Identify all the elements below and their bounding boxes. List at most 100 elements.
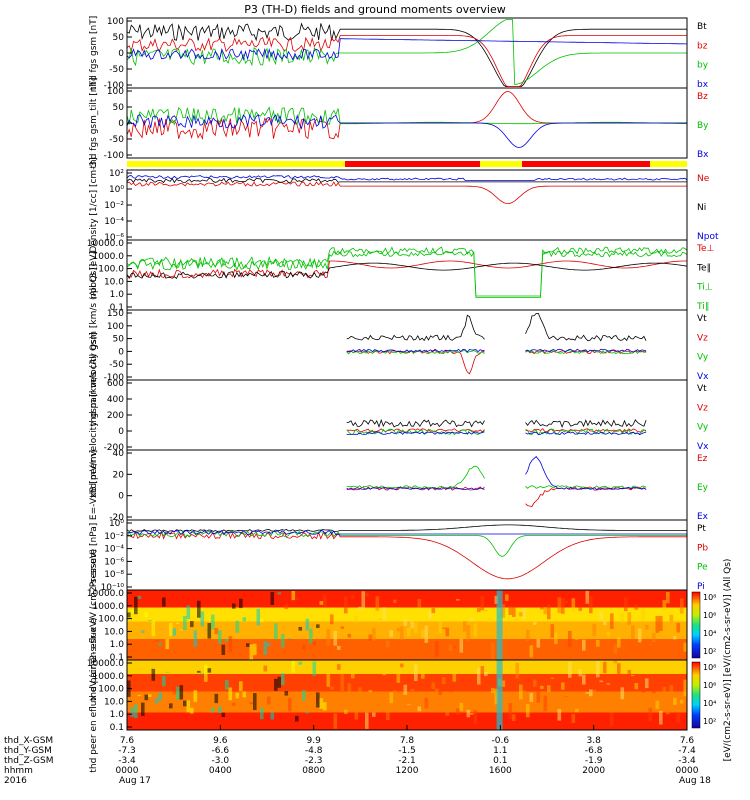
series-line-Pb bbox=[126, 530, 687, 580]
spectrogram-cell bbox=[137, 595, 142, 599]
spectrogram-cell bbox=[508, 703, 513, 719]
colorbar-unit-label: [eV/(cm2-s-sr-eV)] [eV/(cm2-s-sr-eV)] (A… bbox=[723, 559, 733, 762]
y-tick-label: 1000.0 bbox=[93, 602, 125, 612]
spectrogram-cell bbox=[620, 613, 625, 624]
spectrogram-cell bbox=[484, 671, 488, 677]
x-row-value: 3.8 bbox=[587, 736, 602, 746]
spectrogram-cell bbox=[410, 621, 415, 629]
y-tick-label: 1000.0 bbox=[93, 672, 125, 682]
spectrogram-cell bbox=[477, 608, 481, 612]
legend-entry: Pe bbox=[697, 563, 708, 573]
legend-entry: Vx bbox=[697, 372, 709, 382]
spectrogram-cell bbox=[655, 616, 660, 633]
spectrogram-cell bbox=[648, 707, 653, 722]
spectrogram-cell bbox=[214, 693, 219, 704]
spectrogram-cell bbox=[673, 636, 677, 640]
y-tick-label: -100 bbox=[104, 81, 125, 91]
spectrogram-cell bbox=[207, 623, 212, 639]
spectrogram-cell bbox=[536, 688, 541, 703]
legend-entry: Vt bbox=[697, 314, 707, 324]
spectrogram-cell bbox=[568, 661, 572, 678]
y-tick-label: -100 bbox=[104, 373, 125, 383]
spectrogram-cell bbox=[564, 696, 569, 697]
spectrogram-cell bbox=[228, 687, 233, 701]
legend-entry: bz bbox=[697, 41, 708, 51]
spectrogram-cell bbox=[302, 689, 306, 701]
spectrogram-cell bbox=[344, 709, 348, 714]
spectrogram-cell bbox=[239, 598, 243, 609]
spectrogram-cell bbox=[508, 605, 513, 615]
spectrogram-cell bbox=[431, 682, 436, 690]
x-row-value: 7.8 bbox=[400, 736, 415, 746]
spectrogram-cell bbox=[435, 688, 439, 702]
y-tick-label: 10⁻⁴ bbox=[104, 545, 124, 555]
spectrogram-cell bbox=[666, 707, 670, 715]
y-tick-label: 10⁻¹⁰ bbox=[101, 583, 125, 593]
series-line-Ni bbox=[126, 177, 687, 184]
spectrogram-cell bbox=[389, 630, 394, 638]
spectrogram-cell bbox=[365, 592, 369, 597]
spectrogram-cell bbox=[263, 665, 268, 672]
spectrogram-cell bbox=[347, 683, 352, 693]
spectrogram-cell bbox=[459, 638, 464, 653]
y-tick-label: 10⁻² bbox=[104, 201, 124, 211]
orbit-bar-segment bbox=[522, 161, 650, 167]
spectrogram-cell bbox=[246, 690, 250, 692]
legend-entry: Bx bbox=[697, 150, 709, 160]
spectrogram-cell bbox=[137, 694, 142, 696]
date-end: Aug 18 bbox=[679, 776, 711, 786]
spectrogram-cell bbox=[284, 690, 289, 696]
colorbar-tick-label: 10⁸ bbox=[703, 663, 716, 672]
spectrogram-cell bbox=[428, 610, 432, 619]
spectrogram-cell bbox=[179, 685, 184, 700]
spectrogram-cell bbox=[526, 704, 530, 718]
legend-entry: Vz bbox=[697, 403, 708, 413]
series-line-bz bbox=[126, 35, 687, 87]
y-tick-label: 10.0 bbox=[104, 627, 124, 637]
spectrogram-cell bbox=[676, 622, 681, 633]
spectrogram-cell bbox=[631, 625, 635, 639]
orbit-bar-segment bbox=[650, 161, 687, 167]
spectrogram-cell bbox=[589, 689, 593, 697]
orbit-bar-segment bbox=[345, 161, 480, 167]
series-line-Ne bbox=[126, 181, 687, 205]
spectrogram-cell bbox=[578, 669, 583, 677]
spectrogram-cell bbox=[235, 620, 240, 633]
spectrogram-cell bbox=[669, 684, 674, 694]
x-row-value: 1600 bbox=[489, 766, 512, 776]
spectrogram-cell bbox=[400, 663, 404, 668]
y-tick-label: -50 bbox=[109, 65, 124, 75]
spectrogram-cell bbox=[169, 622, 173, 636]
spectrogram-cell bbox=[319, 601, 324, 605]
colorbar-tick-label: 10⁶ bbox=[703, 681, 716, 690]
y-tick-label: 20 bbox=[113, 470, 125, 480]
y-tick-label: 10⁻⁶ bbox=[104, 233, 124, 243]
spectrogram-cell bbox=[603, 620, 607, 626]
spectrogram-cell bbox=[256, 608, 261, 626]
y-tick-label: 0 bbox=[118, 119, 124, 129]
spectrogram-cell bbox=[368, 690, 373, 693]
spectrogram-cell bbox=[330, 686, 334, 690]
panel-10: 10⁸ 10⁶ 10⁴ 10² 10000.0 1000.0 100.0 10.0 1.0 0.1… bbox=[87, 617, 717, 772]
x-row-value: -2.3 bbox=[305, 756, 323, 766]
legend-entry: Pb bbox=[697, 543, 708, 553]
spectrogram-cell bbox=[200, 611, 205, 627]
spectrogram-cell bbox=[414, 622, 418, 633]
spectrogram-cell bbox=[669, 614, 674, 622]
series-line-Te∥ bbox=[126, 262, 688, 280]
series-line-Npot bbox=[126, 175, 688, 181]
y-tick-label: 0.1 bbox=[110, 723, 124, 733]
spectrogram-cell bbox=[431, 608, 436, 614]
spectrogram-cell bbox=[358, 606, 362, 610]
spectrogram-cell bbox=[589, 596, 593, 614]
y-tick-label: 100.0 bbox=[98, 615, 124, 625]
spectrogram-cell bbox=[561, 597, 565, 614]
spectrogram-cell bbox=[263, 641, 268, 655]
spectrogram-cell bbox=[354, 704, 359, 720]
spectrogram-cell bbox=[382, 667, 387, 676]
colorbar-tick-label: 10⁴ bbox=[703, 629, 716, 638]
spectrogram-cell bbox=[358, 687, 362, 700]
y-tick-label: 10000.0 bbox=[87, 239, 124, 249]
